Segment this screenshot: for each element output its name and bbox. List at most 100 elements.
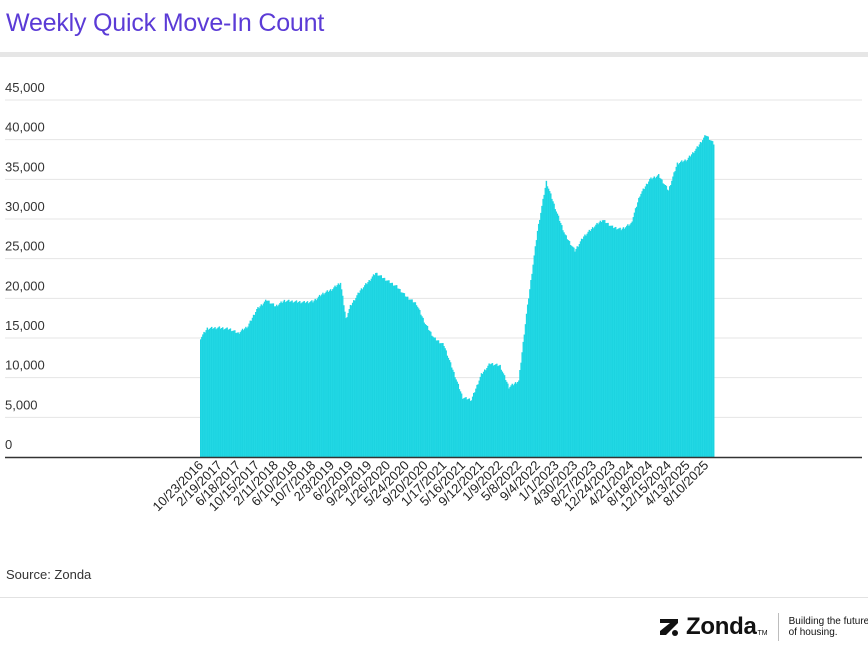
bar [529, 289, 531, 457]
bar [368, 280, 370, 457]
bar [302, 301, 304, 457]
bar [464, 397, 466, 457]
bar [676, 162, 679, 457]
bar [299, 301, 301, 457]
bar [668, 186, 671, 457]
y-axis-ticks: 0 5,000 10,000 15,000 20,000 25,000 30,000 35,0… [5, 80, 45, 452]
bar [609, 225, 611, 457]
bar [322, 292, 324, 457]
bar [247, 326, 249, 457]
bar [706, 136, 708, 457]
bar [687, 157, 690, 457]
bar [209, 327, 212, 457]
bar [269, 303, 271, 457]
bar [351, 302, 354, 457]
bar [487, 365, 489, 457]
bar [414, 302, 417, 457]
bar [378, 275, 380, 457]
bar [572, 246, 574, 457]
bar [552, 201, 554, 457]
bar [634, 208, 637, 457]
bar [628, 225, 630, 457]
bar [202, 334, 204, 457]
bar [372, 274, 375, 457]
bar [480, 373, 483, 457]
bar [665, 185, 668, 457]
bar [360, 288, 363, 457]
bar [557, 215, 560, 457]
bar [370, 278, 373, 457]
bar [239, 332, 242, 457]
bar [292, 302, 294, 457]
bar [682, 162, 684, 457]
bar [444, 348, 446, 457]
bar [616, 229, 618, 457]
bar [558, 220, 561, 457]
bar [482, 371, 485, 457]
gridlines [5, 99, 862, 418]
bar [617, 228, 619, 457]
bar [575, 248, 577, 457]
bar [503, 375, 506, 457]
bar [525, 313, 528, 457]
bar [211, 326, 213, 457]
bar [506, 381, 508, 457]
bar [425, 325, 428, 457]
bar [448, 360, 451, 457]
bar [553, 203, 555, 457]
bar [263, 301, 266, 457]
bar [206, 327, 209, 457]
bar [534, 246, 537, 457]
bar [541, 205, 543, 457]
bar [694, 150, 696, 457]
bar [393, 285, 396, 457]
bar [336, 285, 338, 457]
bar [521, 352, 523, 457]
bar [476, 384, 478, 457]
bar [205, 330, 207, 457]
bar [596, 222, 598, 457]
bar [273, 306, 276, 457]
bar [551, 198, 553, 457]
bar [390, 282, 392, 457]
bar [624, 227, 627, 457]
bar [286, 300, 289, 457]
bar [497, 366, 499, 457]
bar [690, 154, 693, 457]
bar [257, 307, 259, 457]
bar [455, 379, 457, 457]
bar [312, 302, 314, 457]
bar [610, 225, 613, 457]
bar [394, 285, 397, 457]
bar [613, 227, 616, 457]
bar [583, 236, 585, 457]
bar [386, 280, 388, 457]
bar [607, 222, 609, 457]
y-tick-label: 40,000 [5, 120, 45, 135]
bar [200, 339, 202, 457]
bar [441, 343, 443, 457]
bar [615, 226, 617, 457]
bar [695, 148, 697, 457]
bar [531, 273, 533, 457]
x-axis-ticks: 10/23/20162/19/20176/18/201710/15/20172/… [149, 458, 711, 515]
bar [399, 289, 401, 457]
bar [667, 190, 670, 457]
bar [408, 299, 410, 457]
bar [705, 135, 707, 457]
bar [605, 223, 607, 457]
bar [244, 328, 246, 457]
bar [447, 357, 450, 457]
brand-divider [777, 613, 779, 641]
bar [587, 231, 589, 457]
bar [643, 189, 646, 457]
bar [270, 303, 272, 457]
bar [655, 176, 658, 457]
bar [384, 280, 387, 457]
bar [366, 284, 368, 457]
bar [204, 332, 206, 457]
bar [632, 217, 635, 457]
bar [228, 329, 231, 457]
bar [231, 330, 234, 457]
bar [507, 383, 509, 457]
